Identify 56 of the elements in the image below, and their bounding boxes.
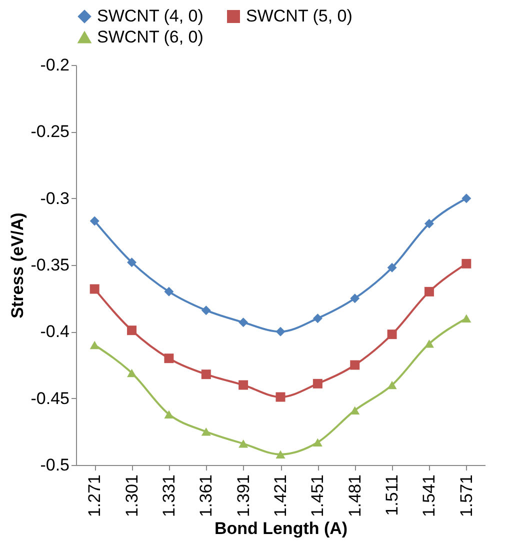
y-tick-label: -0.5 <box>40 456 70 474</box>
point <box>462 194 472 204</box>
point <box>276 450 286 458</box>
x-tick-label: 1.271 <box>85 474 104 518</box>
point <box>201 370 211 380</box>
point <box>238 318 248 328</box>
point <box>424 218 434 228</box>
y-tick-label: -0.3 <box>40 188 70 208</box>
point <box>312 378 322 388</box>
x-tick-label: 1.421 <box>271 474 290 518</box>
x-tick-label: 1.541 <box>420 474 439 518</box>
point <box>312 438 322 446</box>
y-tick-label: -0.4 <box>40 322 70 342</box>
y-tick-label: -0.25 <box>30 122 70 142</box>
point <box>387 262 397 272</box>
point <box>424 286 434 296</box>
point <box>387 380 397 390</box>
point <box>387 330 397 340</box>
point <box>90 284 100 294</box>
point <box>350 360 360 370</box>
x-tick-label: 1.361 <box>196 474 216 518</box>
point <box>276 392 286 402</box>
y-tick-label: -0.45 <box>30 388 70 408</box>
point <box>127 368 137 378</box>
x-tick-label: 1.301 <box>122 474 142 518</box>
x-tick-label: 1.451 <box>308 474 328 518</box>
legend-label: SWCNT (4, 0) <box>97 6 204 26</box>
point <box>90 340 100 350</box>
point <box>424 340 434 348</box>
point <box>350 294 360 304</box>
point <box>127 326 137 336</box>
point <box>127 258 137 268</box>
legend-label: SWCNT (5, 0) <box>246 6 352 26</box>
x-tick-label: 1.571 <box>456 474 476 518</box>
point <box>164 354 174 364</box>
point <box>90 216 100 226</box>
y-tick-label: -0.35 <box>30 256 70 274</box>
x-tick-label: 1.331 <box>159 474 178 518</box>
point <box>462 258 472 268</box>
x-tick-label: 1.511 <box>382 474 402 516</box>
point <box>238 440 248 448</box>
x-tick-label: 1.481 <box>345 474 364 518</box>
point <box>312 314 322 324</box>
point <box>238 380 248 390</box>
point <box>350 406 360 414</box>
x-tick-label: 1.391 <box>234 474 253 518</box>
point <box>201 306 211 316</box>
y-axis-title: Stress (eV/A) <box>8 212 27 318</box>
point <box>276 326 286 336</box>
point <box>462 314 472 322</box>
y-tick-label: -0.2 <box>40 56 70 74</box>
point <box>201 428 211 436</box>
x-axis-title: Bond Length (A) <box>214 519 348 538</box>
legend-label: SWCNT (6, 0) <box>97 28 204 46</box>
point <box>164 410 174 418</box>
point <box>164 286 174 296</box>
